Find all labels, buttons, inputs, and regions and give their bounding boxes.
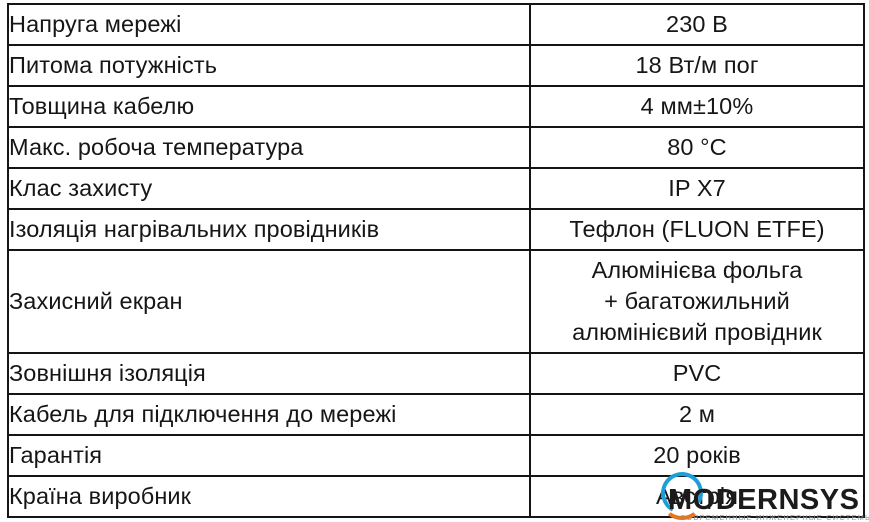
table-row: Захисний екран Алюмінієва фольга + багатож…	[7, 249, 865, 354]
parameter-cell: Клас захисту	[7, 167, 531, 210]
table-row: Товщина кабелю 4 мм±10%	[7, 85, 865, 128]
parameter-cell: Ізоляція нагрівальних провідників	[7, 208, 531, 251]
parameter-cell: Зовнішня ізоляція	[7, 352, 531, 395]
value-cell: 4 мм±10%	[529, 85, 865, 128]
table-row: Країна виробник Австрія	[7, 475, 865, 518]
parameter-cell: Питома потужність	[7, 44, 531, 87]
value-cell: IP X7	[529, 167, 865, 210]
table-row: Питома потужність 18 Вт/м пог	[7, 44, 865, 87]
table-row: Ізоляція нагрівальних провідників Тефлон …	[7, 208, 865, 251]
specifications-table-body: Напруга мережі 230 В Питома потужність 18 В…	[7, 3, 865, 518]
value-line: алюмінієвий провідник	[572, 319, 822, 345]
table-row: Клас захисту IP X7	[7, 167, 865, 210]
value-cell: Австрія	[529, 475, 865, 518]
parameter-cell: Кабель для підключення до мережі	[7, 393, 531, 436]
value-cell: Тефлон (FLUON ETFE)	[529, 208, 865, 251]
specifications-table: Напруга мережі 230 В Питома потужність 18 В…	[7, 3, 865, 518]
parameter-cell: Макс. робоча температура	[7, 126, 531, 169]
table-row: Гарантія 20 років	[7, 434, 865, 477]
parameter-cell: Країна виробник	[7, 475, 531, 518]
value-cell: PVC	[529, 352, 865, 395]
table-row: Зовнішня ізоляція PVC	[7, 352, 865, 395]
parameter-cell: Захисний екран	[7, 249, 531, 354]
table-row: Напруга мережі 230 В	[7, 3, 865, 46]
parameter-cell: Товщина кабелю	[7, 85, 531, 128]
value-cell: 80 °C	[529, 126, 865, 169]
value-line: + багатожильний	[604, 287, 790, 314]
value-cell: 20 років	[529, 434, 865, 477]
value-line: Алюмінієва фольга	[591, 256, 803, 283]
value-cell: 2 м	[529, 393, 865, 436]
parameter-cell: Гарантія	[7, 434, 531, 477]
parameter-cell: Напруга мережі	[7, 3, 531, 46]
table-row: Макс. робоча температура 80 °C	[7, 126, 865, 169]
value-cell: 18 Вт/м пог	[529, 44, 865, 87]
table-row: Кабель для підключення до мережі 2 м	[7, 393, 865, 436]
value-cell: 230 В	[529, 3, 865, 46]
value-cell: Алюмінієва фольга + багатожильний алюмініє…	[529, 249, 865, 354]
